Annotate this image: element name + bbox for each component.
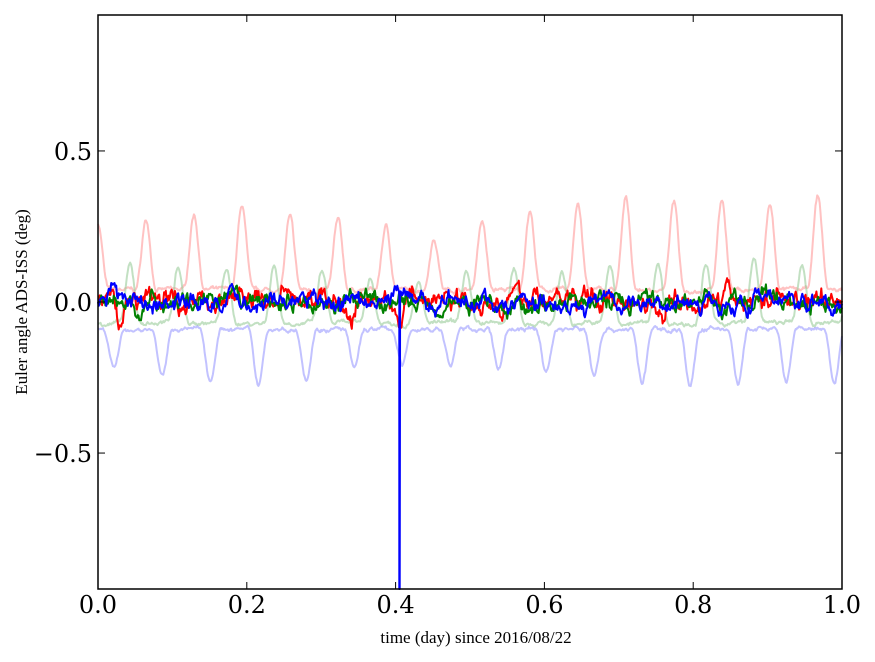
series-line-4 [97, 283, 843, 322]
series-line-0 [97, 194, 843, 296]
x-tick-label: 0.6 [525, 591, 563, 619]
x-axis-label: time (day) since 2016/08/22 [380, 628, 571, 647]
series-line-1 [97, 257, 843, 330]
x-tick-label: 0.2 [228, 591, 266, 619]
series-layer [97, 194, 843, 590]
x-tick-label: 1.0 [823, 591, 861, 619]
y-tick-label: 0.0 [54, 289, 92, 317]
series-line-5 [97, 282, 843, 590]
y-tick-label: −0.5 [34, 440, 92, 468]
y-axis-ticks: −0.5 0.0 0.5 [34, 138, 842, 468]
y-axis-label: Euler angle ADS-ISS (deg) [12, 209, 31, 395]
x-tick-label: 0.0 [79, 591, 117, 619]
x-axis-ticks: 0.0 0.2 0.4 0.6 0.8 1.0 [79, 15, 861, 619]
y-tick-label: 0.5 [54, 138, 92, 166]
series-line-2 [97, 324, 843, 388]
x-tick-label: 0.4 [377, 591, 415, 619]
x-tick-label: 0.8 [674, 591, 712, 619]
